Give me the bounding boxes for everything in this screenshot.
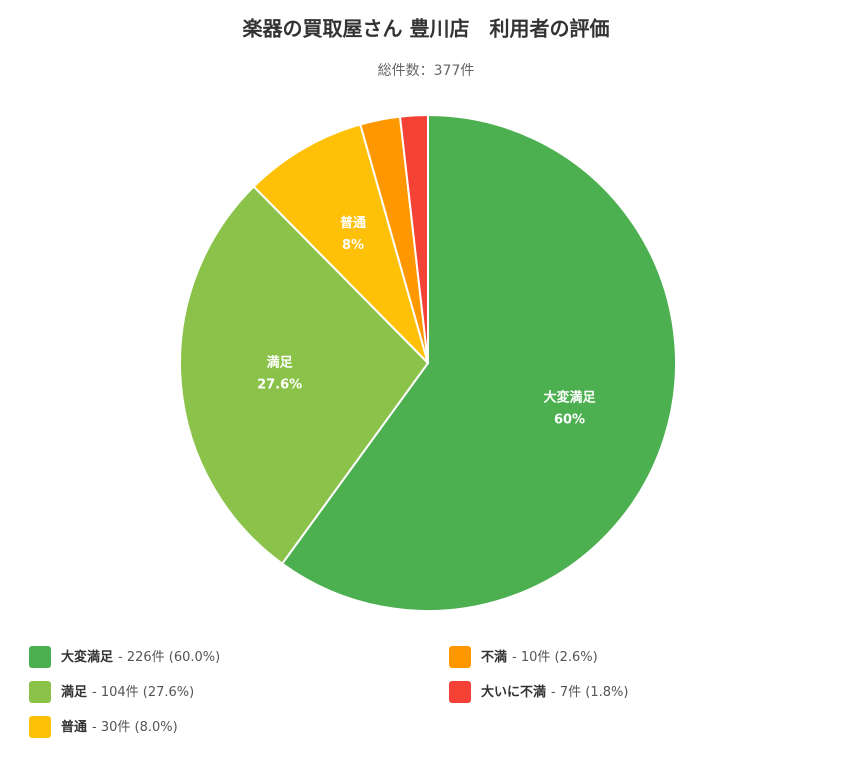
legend-entry: 満足 - 104件 (27.6%) (61, 684, 194, 700)
pie-slice (179, 185, 430, 566)
pie-slice (252, 123, 429, 364)
legend-swatch (29, 716, 51, 738)
slice-label: 大変満足 (544, 389, 597, 405)
legend-entry: 大変満足 - 226件 (60.0%) (61, 649, 220, 665)
legend-detail: - 10件 (2.6%) (512, 650, 598, 665)
legend-entry: 大いに不満 - 7件 (1.8%) (481, 684, 628, 700)
slice-value-label: 27.6% (257, 378, 302, 393)
legend-detail: - 226件 (60.0%) (118, 650, 220, 665)
slice-value-label: 8% (342, 238, 364, 253)
legend-swatch (29, 681, 51, 703)
legend-entry: 普通 - 30件 (8.0%) (61, 719, 178, 735)
legend-name: 普通 (61, 719, 87, 735)
legend-swatch (29, 646, 51, 668)
slice-value-label: 60% (554, 412, 585, 427)
legend-name: 大変満足 (61, 649, 114, 665)
legend-swatch (449, 646, 471, 668)
legend-swatch (449, 681, 471, 703)
slice-label: 普通 (340, 215, 366, 231)
legend-detail: - 30件 (8.0%) (92, 720, 178, 735)
legend-name: 不満 (481, 649, 507, 665)
pie-slice (280, 113, 677, 612)
chart-subtitle: 総件数：377件 (378, 63, 475, 79)
legend-detail: - 104件 (27.6%) (92, 685, 194, 700)
slice-label: 満足 (267, 355, 294, 371)
chart-title: 楽器の買取屋さん 豊川店 利用者の評価 (243, 17, 610, 41)
pie-slice (398, 113, 429, 364)
legend-detail: - 7件 (1.8%) (551, 685, 628, 700)
legend-name: 大いに不満 (481, 684, 546, 700)
legend-entry: 不満 - 10件 (2.6%) (481, 649, 598, 665)
legend-name: 満足 (61, 684, 88, 700)
